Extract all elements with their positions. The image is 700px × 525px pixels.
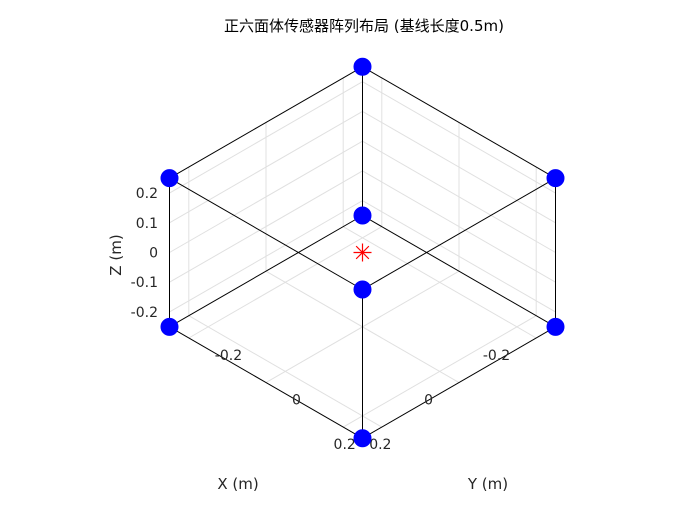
grid-line — [342, 315, 537, 428]
cube-edge — [169, 215, 363, 328]
cube-edge — [169, 66, 363, 179]
grid-line — [169, 140, 363, 253]
sensor-point — [353, 206, 372, 225]
grid-line — [362, 200, 556, 313]
y-axis-label: Y (m) — [467, 475, 508, 493]
cube-edge — [362, 326, 556, 439]
x-tick-label: -0.2 — [483, 348, 510, 364]
x-tick-label: 0.2 — [334, 437, 356, 453]
cube-edge — [362, 177, 556, 290]
y-tick-label: 0.2 — [369, 437, 391, 453]
tick-labels: -0.2 0 0.2 -0.2 0 0.2 -0.2 -0.1 0 0.1 0.2 — [131, 186, 511, 453]
x-tick-label: 0 — [424, 393, 433, 409]
grid-line — [169, 110, 363, 224]
z-tick-label: -0.2 — [131, 305, 158, 321]
chart-title: 正六面体传感器阵列布局 (基线长度0.5m) — [224, 17, 504, 35]
grid-line — [362, 81, 556, 194]
z-tick-label: 0.1 — [136, 216, 158, 232]
grid-line — [169, 200, 363, 313]
sensor-point — [160, 169, 179, 188]
x-axis-label: X (m) — [217, 475, 258, 493]
y-tick-label: 0 — [292, 393, 301, 409]
cube-edge — [362, 66, 556, 179]
center-marker-stroke — [355, 245, 370, 260]
grid-line — [362, 140, 556, 253]
cube-edge — [362, 215, 556, 328]
sensor-point — [353, 280, 372, 299]
sensor-point — [546, 169, 565, 188]
cube-edges — [169, 66, 556, 439]
grid-line — [169, 170, 363, 283]
grid-line — [169, 81, 363, 194]
z-axis-label: Z (m) — [107, 234, 125, 275]
sensor-point — [160, 317, 179, 336]
cube-edge — [169, 326, 363, 439]
z-tick-label: 0 — [149, 246, 158, 262]
z-tick-label: -0.1 — [131, 275, 158, 291]
grid-line — [362, 110, 556, 224]
y-tick-label: -0.2 — [215, 348, 242, 364]
sensor-point — [353, 429, 372, 448]
sensor-point — [353, 57, 372, 76]
center-marker — [353, 243, 372, 262]
z-tick-label: 0.2 — [136, 186, 158, 202]
cube-edge — [169, 177, 363, 290]
grid — [169, 77, 556, 428]
sensor-point — [546, 317, 565, 336]
sensor-points — [160, 57, 565, 448]
grid-line — [362, 170, 556, 283]
grid-line — [188, 226, 383, 339]
